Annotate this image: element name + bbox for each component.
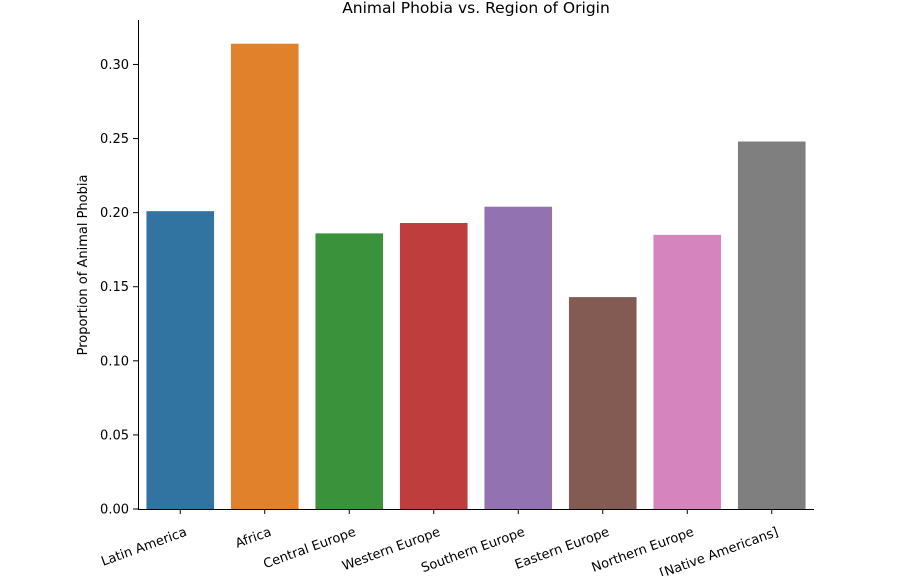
y-axis-label: Proportion of Animal Phobia [76, 175, 91, 356]
bar-native-americans [737, 141, 806, 509]
bar-eastern-europe [568, 297, 637, 509]
y-axis-ticks: 0.00 0.05 0.10 0.15 0.20 0.25 0.30 [100, 58, 138, 518]
x-tick-label: Latin America [99, 525, 189, 570]
x-tick-label: Africa [233, 525, 273, 552]
bar-africa [230, 43, 299, 509]
bar-northern-europe [653, 234, 722, 509]
y-tick-label: 0.05 [100, 428, 129, 443]
bar-central-europe [315, 233, 384, 509]
y-tick-label: 0.15 [100, 280, 129, 295]
y-tick-label: 0.30 [100, 58, 129, 73]
bar-latin-america [146, 211, 215, 509]
y-tick-label: 0.20 [100, 206, 129, 221]
bar-western-europe [399, 223, 468, 509]
chart-title: Animal Phobia vs. Region of Origin [342, 0, 610, 17]
bars [146, 43, 806, 509]
y-tick-label: 0.00 [100, 503, 129, 518]
y-tick-label: 0.10 [100, 354, 129, 369]
bar-southern-europe [484, 206, 553, 509]
y-tick-label: 0.25 [100, 132, 129, 147]
